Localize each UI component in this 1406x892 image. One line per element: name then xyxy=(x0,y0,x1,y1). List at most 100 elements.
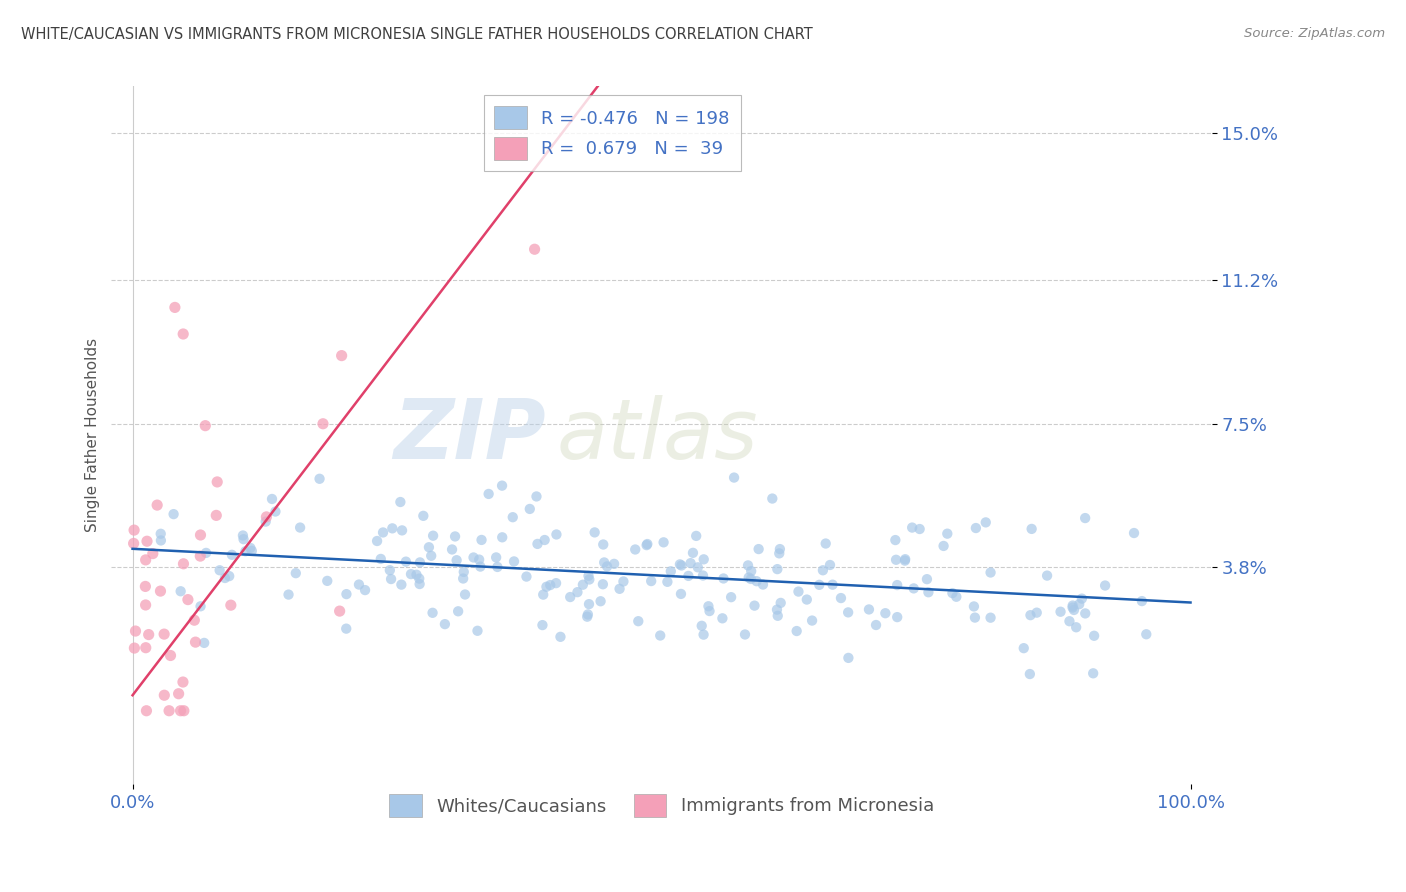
Point xyxy=(768,546,790,560)
Point xyxy=(169,704,191,718)
Point xyxy=(420,549,443,563)
Point xyxy=(453,565,475,579)
Point xyxy=(650,628,672,642)
Point xyxy=(135,598,157,612)
Point xyxy=(801,614,824,628)
Point xyxy=(692,627,714,641)
Point xyxy=(232,532,254,546)
Point xyxy=(766,562,789,576)
Point xyxy=(1021,522,1043,536)
Point xyxy=(146,498,169,512)
Point xyxy=(627,614,650,628)
Point xyxy=(354,583,377,598)
Point xyxy=(422,606,444,620)
Point xyxy=(769,596,792,610)
Point xyxy=(720,590,742,604)
Point xyxy=(713,572,735,586)
Point xyxy=(409,555,432,569)
Point xyxy=(169,584,191,599)
Point xyxy=(380,572,402,586)
Point xyxy=(786,624,808,638)
Point xyxy=(699,604,721,618)
Point xyxy=(149,533,172,548)
Point xyxy=(583,525,606,540)
Point xyxy=(941,586,963,600)
Point xyxy=(503,554,526,568)
Point xyxy=(446,553,468,567)
Point xyxy=(159,648,181,663)
Point xyxy=(865,618,887,632)
Point xyxy=(177,592,200,607)
Point xyxy=(669,558,692,572)
Point xyxy=(264,504,287,518)
Point xyxy=(636,537,658,551)
Point xyxy=(138,627,160,641)
Point xyxy=(723,470,745,484)
Point xyxy=(811,563,834,577)
Point xyxy=(624,542,647,557)
Point xyxy=(917,585,939,599)
Point xyxy=(936,526,959,541)
Point xyxy=(235,544,257,558)
Point xyxy=(1062,599,1084,613)
Point xyxy=(901,520,924,534)
Point xyxy=(422,529,444,543)
Point xyxy=(218,569,240,583)
Point xyxy=(122,536,145,550)
Point xyxy=(686,560,709,574)
Point xyxy=(173,704,195,718)
Point xyxy=(858,602,880,616)
Point xyxy=(408,572,430,586)
Point xyxy=(370,552,392,566)
Point xyxy=(1019,608,1042,623)
Point xyxy=(796,592,818,607)
Point xyxy=(134,579,156,593)
Point xyxy=(766,608,789,623)
Point xyxy=(335,587,357,601)
Point xyxy=(172,326,194,341)
Point xyxy=(685,529,707,543)
Point xyxy=(463,550,485,565)
Point xyxy=(122,523,145,537)
Point xyxy=(734,627,756,641)
Point xyxy=(190,528,212,542)
Point xyxy=(980,610,1002,624)
Point xyxy=(190,599,212,614)
Point xyxy=(399,567,422,582)
Point xyxy=(1018,667,1040,681)
Y-axis label: Single Father Households: Single Father Households xyxy=(86,338,100,533)
Point xyxy=(1062,600,1084,615)
Point xyxy=(316,574,339,588)
Point xyxy=(671,558,693,573)
Point xyxy=(609,582,631,596)
Point xyxy=(533,533,555,547)
Point xyxy=(884,533,907,547)
Point xyxy=(884,553,907,567)
Point xyxy=(172,557,194,571)
Point xyxy=(1074,607,1097,621)
Point xyxy=(652,535,675,549)
Point xyxy=(254,515,277,529)
Point xyxy=(748,542,770,557)
Point xyxy=(544,576,567,591)
Point xyxy=(523,242,546,256)
Point xyxy=(515,569,537,583)
Point xyxy=(932,539,955,553)
Point xyxy=(593,556,616,570)
Point xyxy=(592,577,614,591)
Point xyxy=(478,487,501,501)
Point xyxy=(188,549,211,563)
Point xyxy=(183,613,205,627)
Point xyxy=(184,635,207,649)
Point xyxy=(567,585,589,599)
Point xyxy=(837,651,859,665)
Point xyxy=(239,541,262,555)
Point xyxy=(1135,627,1157,641)
Point xyxy=(596,559,619,574)
Point xyxy=(682,546,704,560)
Point xyxy=(693,552,716,566)
Point xyxy=(808,578,831,592)
Point xyxy=(395,555,418,569)
Text: WHITE/CAUCASIAN VS IMMIGRANTS FROM MICRONESIA SINGLE FATHER HOUSEHOLDS CORRELATI: WHITE/CAUCASIAN VS IMMIGRANTS FROM MICRO… xyxy=(21,27,813,42)
Point xyxy=(162,507,184,521)
